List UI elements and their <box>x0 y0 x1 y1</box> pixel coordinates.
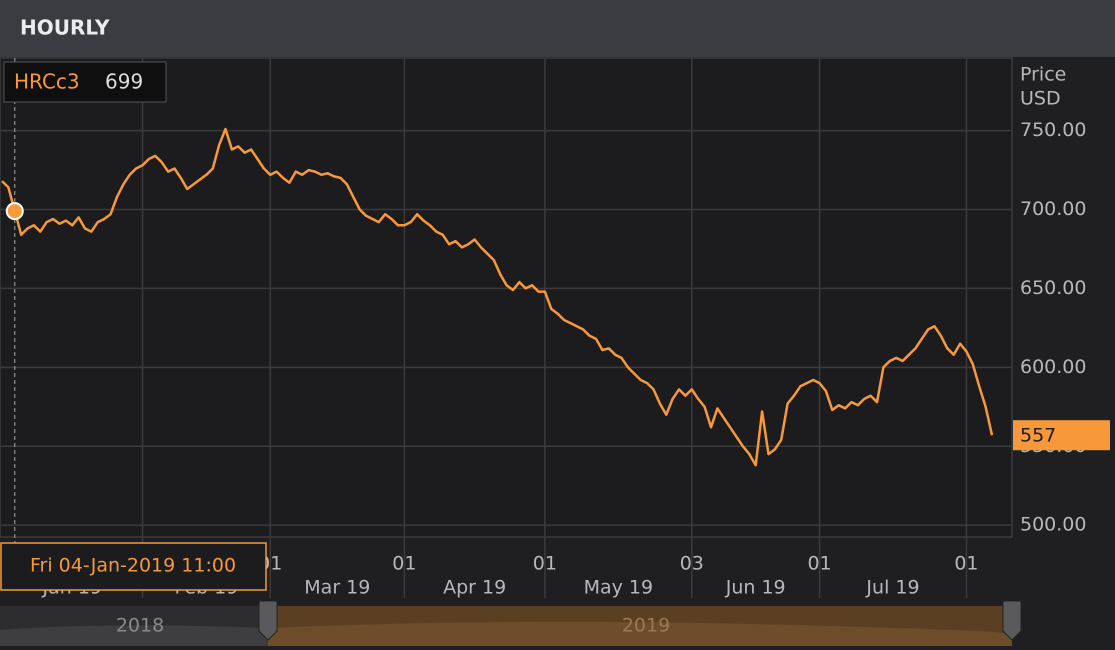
y-tick-label: 600.00 <box>1020 356 1086 378</box>
cursor-date-box <box>0 542 267 591</box>
month-label: Apr 19 <box>443 577 506 599</box>
y-tick-label: 650.00 <box>1020 277 1086 299</box>
x-tick-label: 03 <box>680 553 704 575</box>
x-tick-label: 01 <box>533 553 557 575</box>
plot-area <box>0 57 1013 538</box>
navigator-handle[interactable] <box>1002 600 1022 641</box>
y-axis-label: Price <box>1020 64 1066 86</box>
y-tick-label: 750.00 <box>1020 119 1086 141</box>
last-value-box <box>1013 420 1110 451</box>
y-tick-label: 500.00 <box>1020 514 1086 536</box>
month-label: Mar 19 <box>304 577 370 599</box>
x-tick-label: 01 <box>807 553 831 575</box>
month-label: May 19 <box>584 577 654 599</box>
navigator-shadow <box>0 625 268 646</box>
legend-value: 699 <box>105 70 143 94</box>
navigator-label: 2019 <box>622 615 670 637</box>
month-label: Jul 19 <box>865 577 919 599</box>
navigator-shadow <box>268 621 1012 646</box>
last-value-label: 557 <box>1020 425 1056 447</box>
cursor-point <box>5 202 24 221</box>
price-line <box>1 127 994 467</box>
cursor-date-label: Fri 04-Jan-2019 11:00 <box>30 555 236 577</box>
legend-name: HRCc3 <box>14 70 80 94</box>
x-tick-label: 01 <box>954 553 978 575</box>
navigator-handle[interactable] <box>258 600 278 641</box>
x-tick-label: 01 <box>392 553 416 575</box>
header-bar <box>0 0 1115 57</box>
navigator-label: 2018 <box>116 615 164 637</box>
legend-box <box>3 61 167 103</box>
y-tick-label: 700.00 <box>1020 198 1086 220</box>
month-label: Jun 19 <box>725 577 786 599</box>
y-axis-label: USD <box>1020 88 1061 110</box>
header-title: HOURLY <box>20 16 110 40</box>
